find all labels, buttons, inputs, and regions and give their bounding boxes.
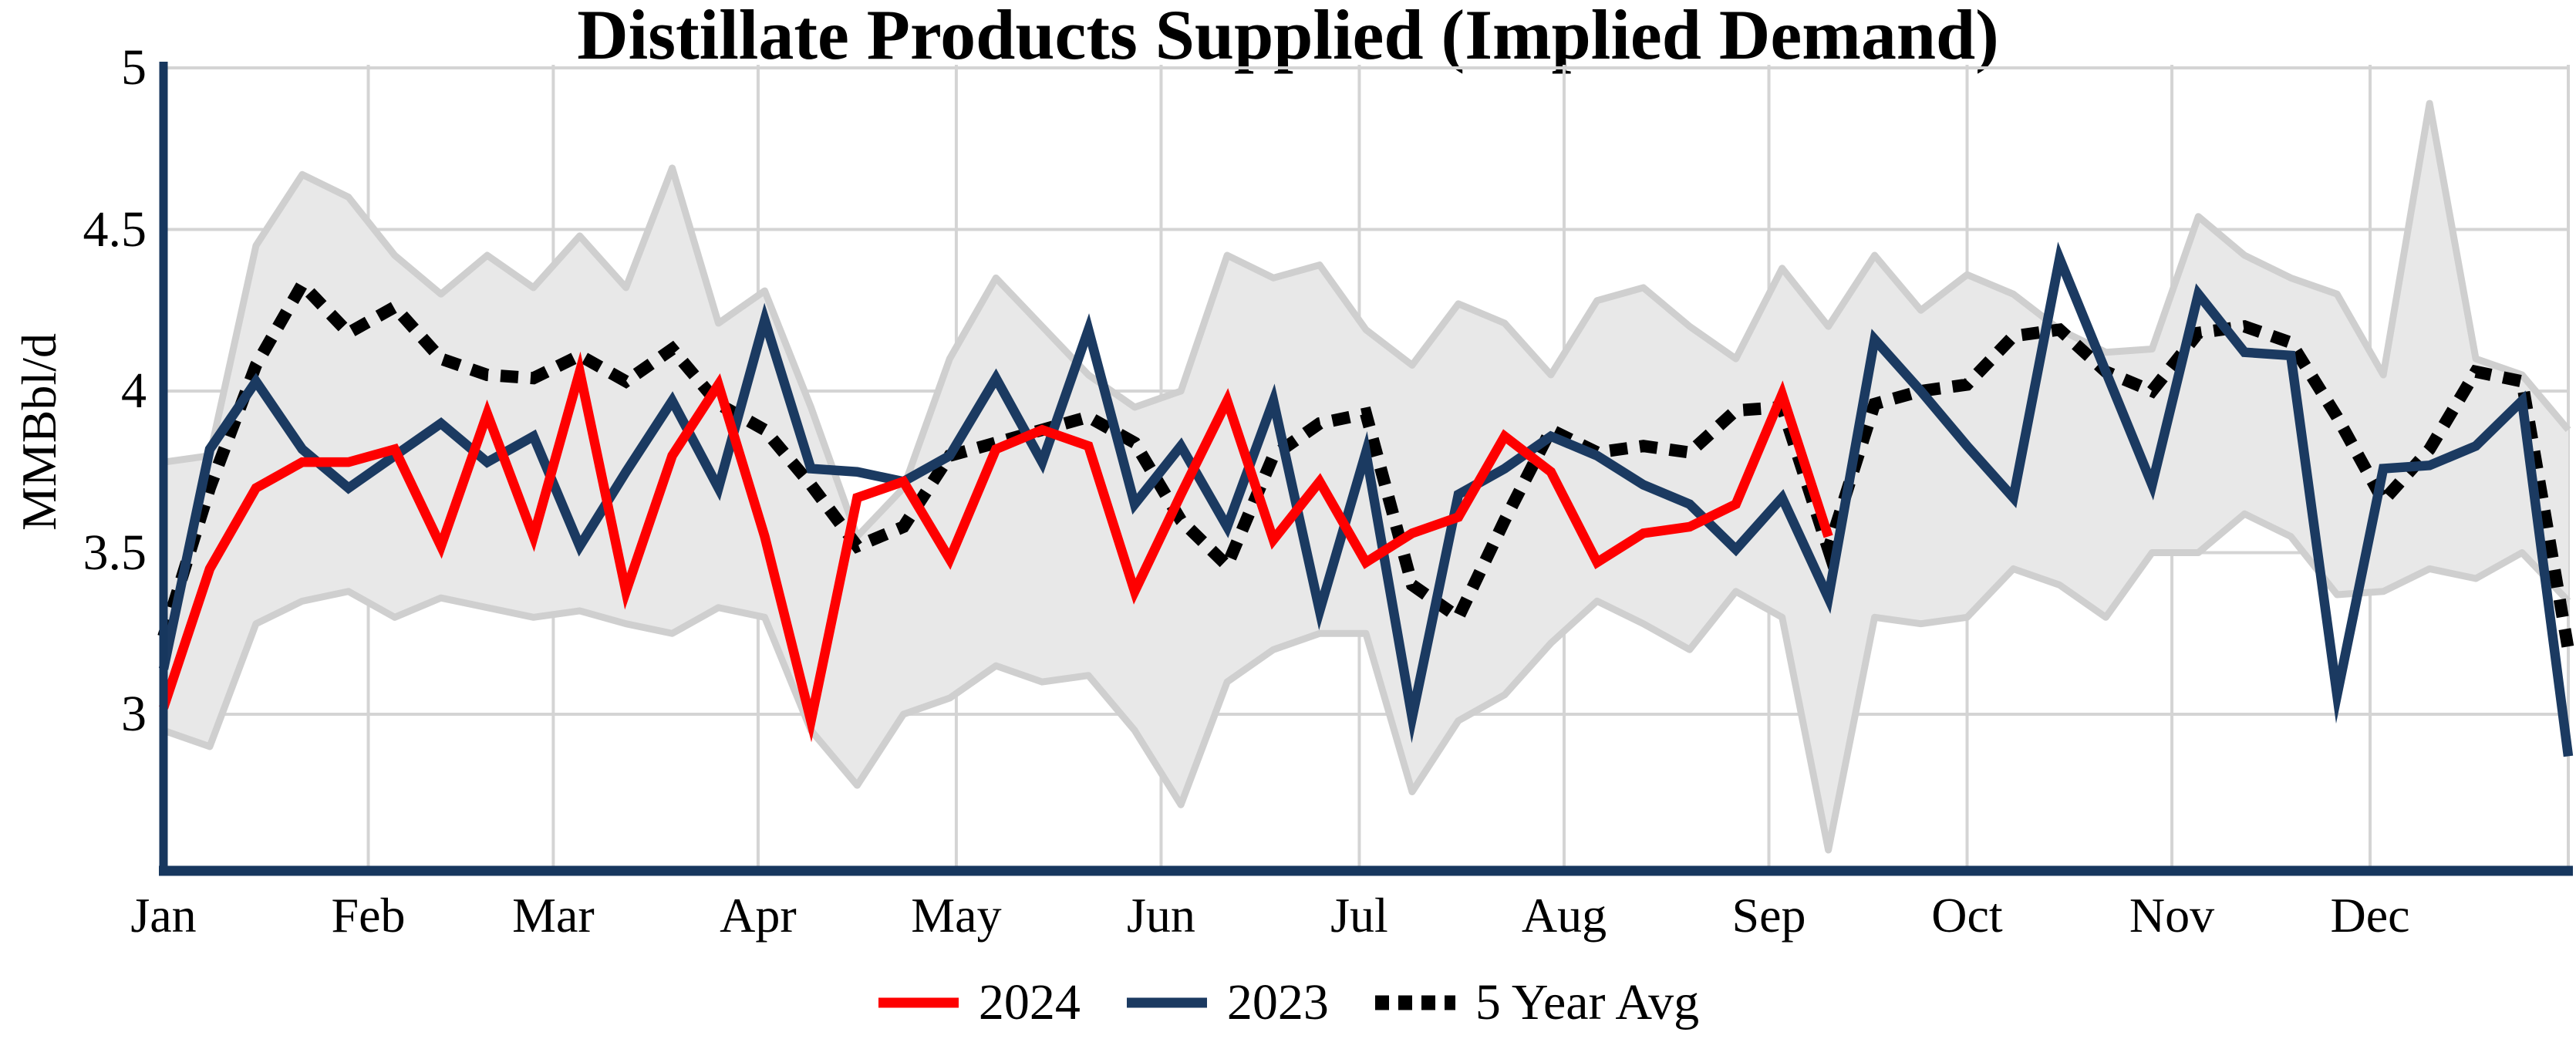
- x-tick-label-Dec: Dec: [2330, 888, 2410, 943]
- band-bottom-edge: [162, 510, 2571, 854]
- legend-swatch-line: [878, 997, 959, 1008]
- legend-label: 2023: [1226, 974, 1329, 1030]
- x-tick-label-Oct: Oct: [1931, 888, 2003, 943]
- legend: 2024 2023 5 Year Avg: [0, 973, 2576, 1032]
- x-tick-label-Mar: Mar: [512, 888, 595, 943]
- legend-item-2024: 2024: [877, 973, 1081, 1032]
- y-tick-label-5: 5: [121, 39, 147, 96]
- legend-label: 2024: [978, 974, 1081, 1030]
- chart-title: Distillate Products Supplied (Implied De…: [577, 0, 1999, 74]
- x-tick-label-Sep: Sep: [1731, 888, 1806, 943]
- x-tick-label-Aug: Aug: [1521, 888, 1607, 943]
- legend-swatch-dotted: [1374, 995, 1455, 1010]
- x-tick-label-Jan: Jan: [130, 888, 197, 943]
- y-tick-label-3: 3: [121, 686, 147, 742]
- x-tick-label-Apr: Apr: [720, 888, 797, 943]
- series-line-2024: [159, 351, 1833, 743]
- legend-item-2023: 2023: [1125, 973, 1329, 1032]
- x-tick-label-Jul: Jul: [1330, 888, 1388, 943]
- x-tick-label-Jun: Jun: [1127, 888, 1195, 943]
- x-tick-label-Nov: Nov: [2129, 888, 2215, 943]
- legend-label: 5 Year Avg: [1475, 974, 1700, 1030]
- x-tick-label-Feb: Feb: [331, 888, 406, 943]
- series-line-2023: [158, 241, 2574, 757]
- series-line-5-year-avg: [157, 274, 2574, 651]
- legend-item-5-year-avg: 5 Year Avg: [1374, 973, 1699, 1032]
- y-tick-label-4.5: 4.5: [83, 201, 147, 258]
- legend-swatch-line: [1126, 997, 1207, 1008]
- x-tick-label-May: May: [911, 888, 1002, 943]
- y-tick-label-4: 4: [121, 363, 147, 419]
- y-tick-label-3.5: 3.5: [83, 524, 147, 581]
- band-top-edge: [163, 100, 2571, 541]
